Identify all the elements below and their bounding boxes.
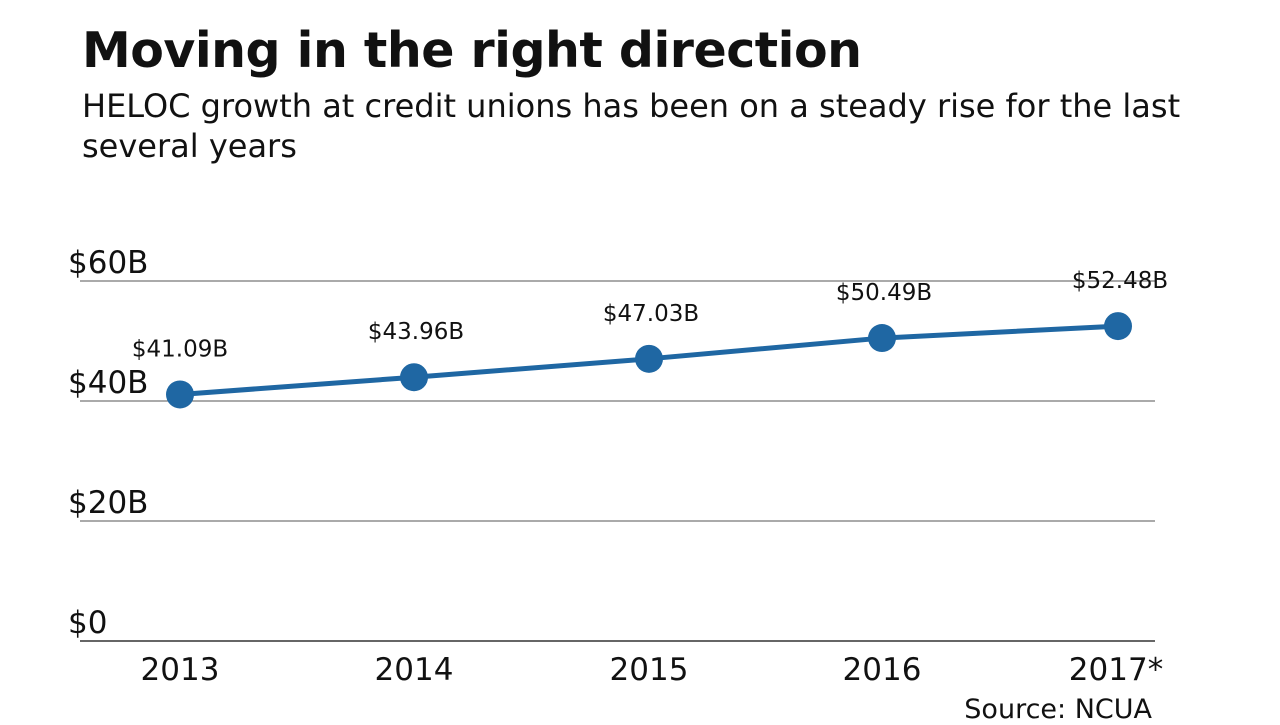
data-label: $50.49B bbox=[836, 280, 932, 306]
source-note: Source: NCUA bbox=[964, 694, 1152, 725]
chart-subtitle: HELOC growth at credit unions has been o… bbox=[82, 87, 1181, 165]
data-label: $52.48B bbox=[1072, 268, 1168, 294]
x-tick-label: 2017* bbox=[1069, 652, 1163, 688]
x-tick-label: 2014 bbox=[375, 652, 454, 688]
data-point bbox=[400, 363, 428, 392]
data-label: $47.03B bbox=[603, 301, 699, 327]
data-label: $41.09B bbox=[132, 336, 228, 362]
data-point bbox=[1104, 312, 1132, 341]
chart-title: Moving in the right direction bbox=[82, 22, 862, 79]
x-tick-label: 2015 bbox=[610, 652, 689, 688]
data-point bbox=[166, 380, 194, 409]
x-tick-label: 2016 bbox=[843, 652, 922, 688]
y-tick-label: $60B bbox=[68, 245, 148, 281]
data-point bbox=[868, 324, 896, 353]
x-tick-label: 2013 bbox=[141, 652, 220, 688]
data-point bbox=[635, 344, 663, 373]
y-tick-label: $40B bbox=[68, 365, 148, 401]
y-tick-label: $0 bbox=[68, 605, 107, 641]
data-label: $43.96B bbox=[368, 319, 464, 345]
y-tick-label: $20B bbox=[68, 485, 148, 521]
